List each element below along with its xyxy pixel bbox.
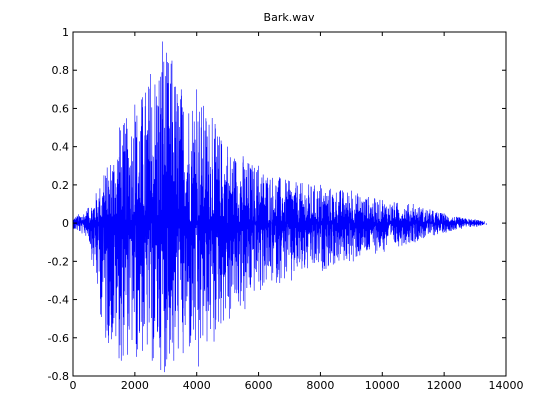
y-tick-label: 0 — [62, 217, 69, 230]
plot-frame — [72, 31, 507, 377]
y-tick-label: -0.2 — [48, 255, 69, 268]
x-tick-label: 14000 — [489, 379, 524, 392]
y-tick-label: 0.6 — [52, 102, 70, 115]
chart-title: Bark.wav — [264, 11, 315, 24]
y-tick-label: 0.2 — [52, 179, 70, 192]
x-tick-label: 12000 — [427, 379, 462, 392]
x-axis-ticks: 0 2000 4000 6000 8000 10000 12000 14000 — [70, 32, 524, 392]
waveform-series — [72, 41, 487, 373]
x-tick-label: 10000 — [365, 379, 400, 392]
x-tick-label: 0 — [70, 379, 77, 392]
y-tick-label: 0.4 — [52, 141, 70, 154]
y-axis-ticks: -0.8 -0.6 -0.4 -0.2 0 0.2 0.4 0.6 0.8 1 — [48, 26, 506, 383]
y-tick-label: 0.8 — [52, 64, 70, 77]
x-tick-label: 2000 — [121, 379, 149, 392]
y-tick-label: 1 — [62, 26, 69, 39]
y-tick-label: -0.8 — [48, 370, 69, 383]
x-tick-label: 8000 — [306, 379, 334, 392]
x-tick-label: 6000 — [245, 379, 273, 392]
y-tick-label: -0.4 — [48, 294, 69, 307]
x-tick-label: 4000 — [183, 379, 211, 392]
y-tick-label: -0.6 — [48, 332, 69, 345]
